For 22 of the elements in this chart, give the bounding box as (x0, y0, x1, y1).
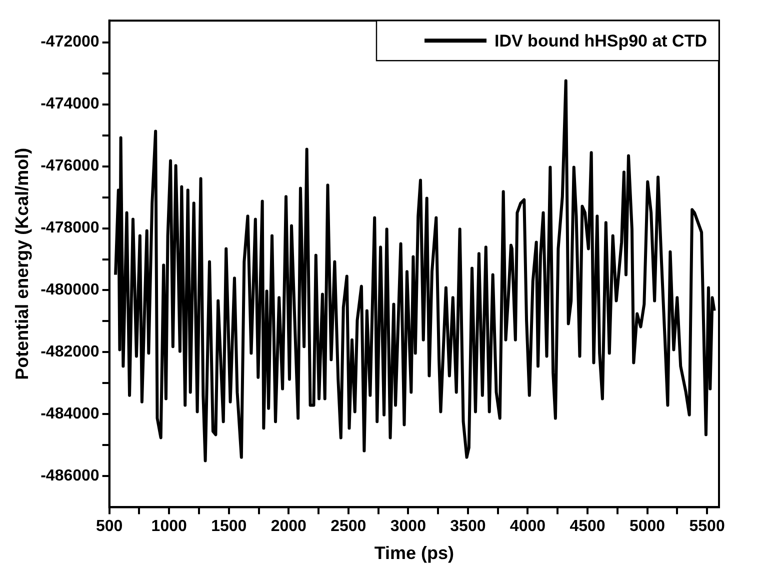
y-axis-title: Potential energy (Kcal/mol) (12, 148, 32, 380)
y-tick-label: -480000 (40, 282, 100, 299)
x-tick-label: 4500 (570, 518, 606, 536)
legend-label: IDV bound hHSp90 at CTD (494, 31, 707, 50)
y-tick-label: -474000 (40, 96, 100, 113)
x-axis-title: Time (ps) (374, 543, 454, 564)
y-tick-label: -472000 (40, 34, 100, 51)
x-tick-label: 1500 (211, 518, 247, 536)
x-tick-label: 2000 (270, 518, 307, 536)
y-tick-label: -482000 (40, 344, 100, 361)
x-tick-label: 4000 (510, 518, 546, 536)
x-tick-label: 2500 (330, 518, 366, 536)
x-tick-label: 3500 (450, 518, 486, 536)
y-tick-label: -478000 (40, 220, 100, 237)
y-tick-label: -486000 (40, 468, 100, 485)
y-tick-label: -484000 (40, 406, 100, 423)
x-tick-label: 5500 (689, 518, 725, 536)
x-tick-label: 5000 (629, 518, 666, 536)
y-tick-label: -476000 (40, 158, 100, 175)
x-tick-label: 1000 (151, 518, 187, 536)
x-tick-label: 3000 (390, 518, 426, 536)
x-tick-label: 500 (96, 518, 123, 536)
